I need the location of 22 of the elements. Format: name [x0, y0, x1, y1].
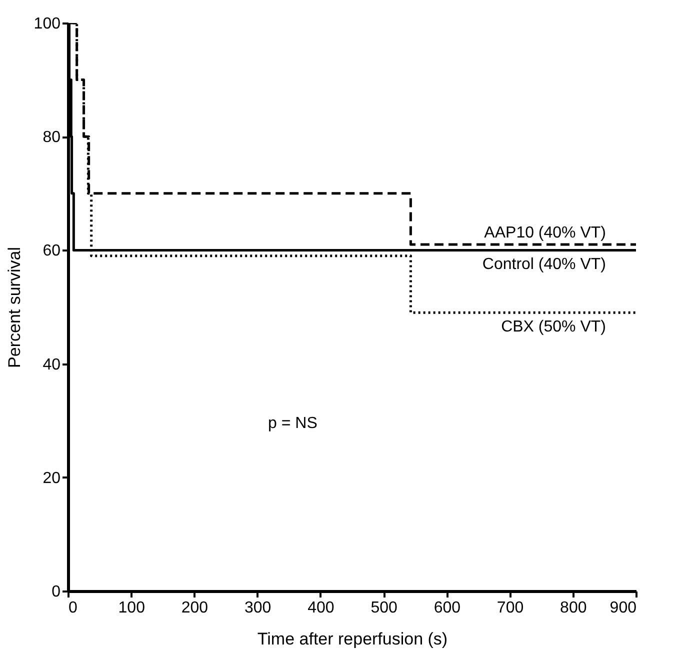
y-tick-label: 60: [42, 242, 61, 260]
x-tick-label: 800: [560, 600, 587, 616]
series-label: CBX (50% VT): [501, 318, 606, 336]
series-label: Control (40% VT): [482, 256, 606, 274]
x-tick-label: 400: [308, 600, 334, 616]
x-tick-label: 600: [434, 600, 461, 616]
y-tick-label: 100: [34, 16, 61, 32]
y-tick-label: 0: [52, 584, 61, 600]
annotation: p = NS: [268, 415, 318, 432]
x-tick-label: 200: [181, 600, 208, 616]
y-tick-label: 40: [42, 356, 61, 374]
x-tick-label: 0: [68, 600, 78, 616]
x-tick-label: 500: [370, 600, 398, 616]
x-tick-label: 900: [610, 600, 637, 616]
x-axis-title: Time after reperfusion (s): [257, 630, 448, 648]
y-tick-label: 80: [42, 129, 61, 146]
y-axis-title: Percent survival: [4, 247, 24, 368]
x-tick-label: 100: [118, 600, 146, 616]
x-tick-label: 300: [244, 600, 272, 616]
series-label: AAP10 (40% VT): [484, 224, 606, 242]
x-tick-label: 700: [496, 600, 524, 616]
y-tick-label: 20: [42, 470, 61, 487]
